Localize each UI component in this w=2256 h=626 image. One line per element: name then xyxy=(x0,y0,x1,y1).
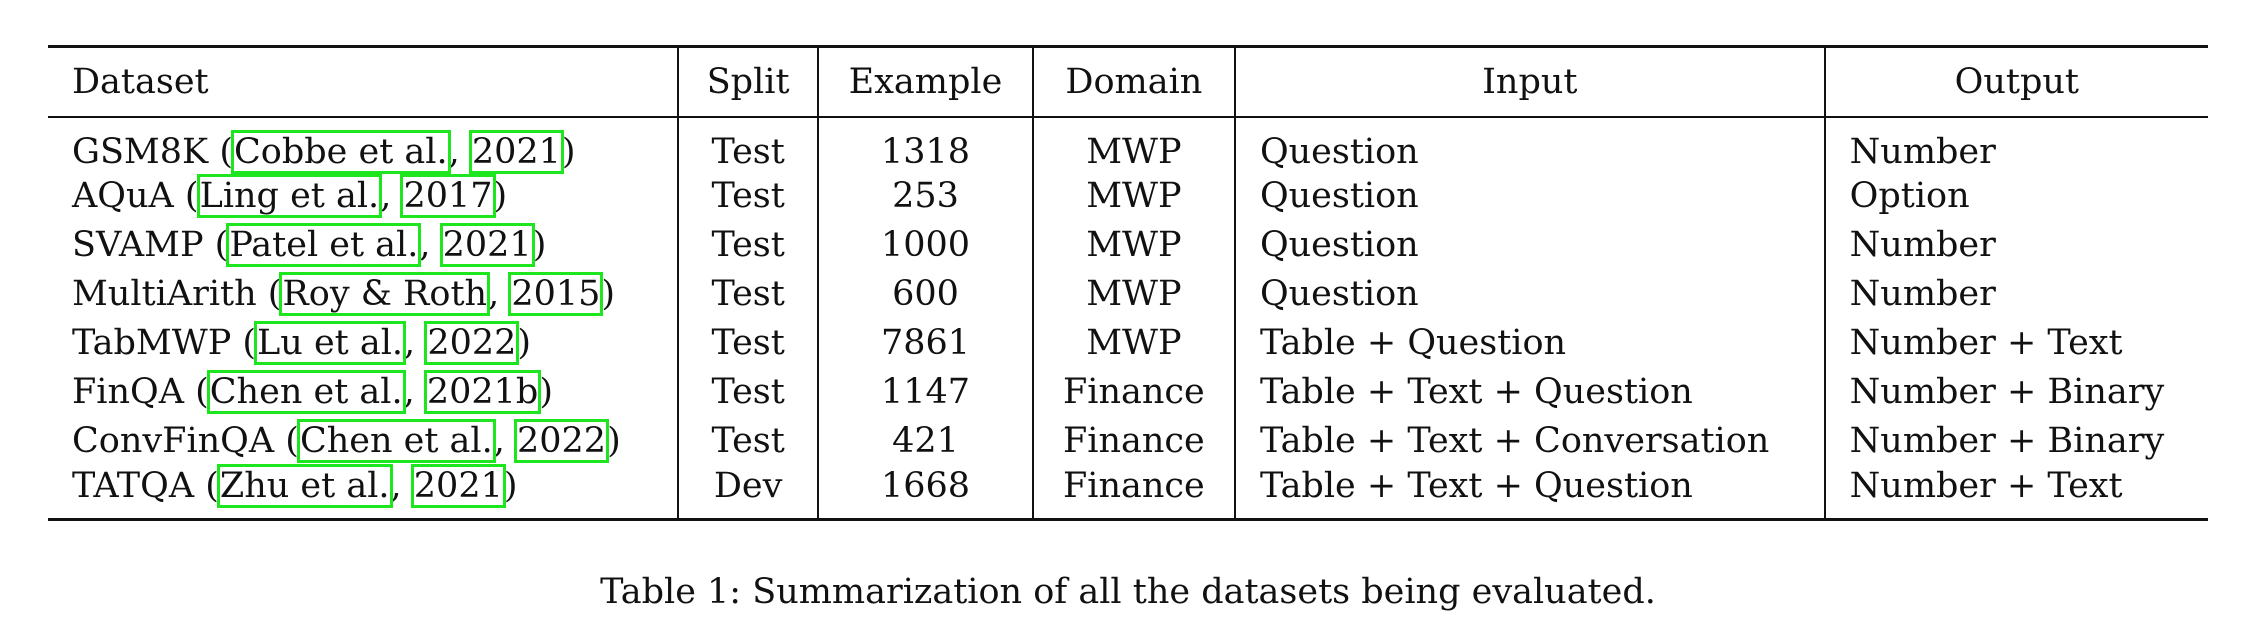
citation-year-link[interactable]: 2021 xyxy=(439,223,535,267)
cell-domain: MWP xyxy=(1031,269,1235,319)
cell-output: Number xyxy=(1823,116,2208,172)
table-row: SVAMP (Patel et al., 2021) Test 1000 MWP Que… xyxy=(48,220,2208,270)
cell-input: Table + Text + Conversation xyxy=(1233,416,1825,466)
cell-example: 253 xyxy=(817,171,1033,221)
cell-split: Test xyxy=(677,269,819,319)
dataset-name: GSM8K xyxy=(72,131,209,172)
header-split: Split xyxy=(677,46,819,117)
cell-split: Test xyxy=(677,220,819,270)
dataset-name: SVAMP xyxy=(72,225,204,265)
citation-year-link[interactable]: 2015 xyxy=(508,272,604,316)
citation-year-link[interactable]: 2021 xyxy=(410,463,506,508)
citation-author-link[interactable]: Zhu et al. xyxy=(216,463,393,508)
citation-year-link[interactable]: 2021b xyxy=(423,370,542,414)
header-example: Example xyxy=(817,46,1033,117)
cell-input: Question xyxy=(1233,171,1825,221)
cell-dataset: SVAMP (Patel et al., 2021) xyxy=(72,223,547,267)
cell-split: Test xyxy=(677,116,819,172)
table-body: GSM8K (Cobbe et al., 2021) Test 1318 MWP Que… xyxy=(48,116,2208,519)
cell-dataset: ConvFinQA (Chen et al., 2022) xyxy=(72,419,621,463)
dataset-name: TabMWP xyxy=(72,323,232,363)
table-row: ConvFinQA (Chen et al., 2022) Test 421 Fina… xyxy=(48,416,2208,466)
cell-split: Dev xyxy=(677,465,819,519)
cell-output: Number xyxy=(1823,220,2208,270)
cell-example: 1147 xyxy=(817,367,1033,417)
citation-year-link[interactable]: 2022 xyxy=(424,321,520,365)
citation-author-link[interactable]: Patel et al. xyxy=(226,223,422,267)
table-row: TabMWP (Lu et al., 2022) Test 7861 MWP Table… xyxy=(48,318,2208,368)
cell-input: Question xyxy=(1233,220,1825,270)
citation-author-link[interactable]: Cobbe et al. xyxy=(230,129,451,174)
citation-year-link[interactable]: 2017 xyxy=(400,174,496,218)
cell-dataset: GSM8K (Cobbe et al., 2021) xyxy=(72,129,576,174)
header-input: Input xyxy=(1233,46,1825,117)
cell-dataset: FinQA (Chen et al., 2021b) xyxy=(72,370,553,414)
cell-domain: MWP xyxy=(1031,116,1235,172)
cell-domain: MWP xyxy=(1031,171,1235,221)
table-header: Dataset Split Example Domain Input Outpu… xyxy=(48,46,2208,117)
cell-split: Test xyxy=(677,171,819,221)
cell-input: Table + Text + Question xyxy=(1233,465,1825,519)
citation-author-link[interactable]: Roy & Roth xyxy=(279,272,491,316)
citation-author-link[interactable]: Chen et al. xyxy=(296,419,496,463)
cell-output: Number + Binary xyxy=(1823,367,2208,417)
cell-input: Table + Question xyxy=(1233,318,1825,368)
cell-output: Number + Binary xyxy=(1823,416,2208,466)
cell-domain: MWP xyxy=(1031,318,1235,368)
citation-year-link[interactable]: 2022 xyxy=(513,419,610,463)
dataset-name: FinQA xyxy=(72,372,184,412)
cell-input: Table + Text + Question xyxy=(1233,367,1825,417)
citation-author-link[interactable]: Chen et al. xyxy=(206,370,406,414)
cell-example: 600 xyxy=(817,269,1033,319)
cell-example: 421 xyxy=(817,416,1033,466)
table-row: AQuA (Ling et al., 2017) Test 253 MWP Questi… xyxy=(48,171,2208,221)
cell-example: 1318 xyxy=(817,116,1033,172)
cell-dataset: MultiArith (Roy & Roth, 2015) xyxy=(72,272,616,316)
table-caption: Table 1: Summarization of all the datase… xyxy=(600,572,1656,612)
cell-dataset: TATQA (Zhu et al., 2021) xyxy=(72,463,518,508)
cell-example: 1000 xyxy=(817,220,1033,270)
dataset-name: TATQA xyxy=(72,465,195,506)
table-row: TATQA (Zhu et al., 2021) Dev 1668 Finance Ta… xyxy=(48,463,2208,519)
cell-example: 7861 xyxy=(817,318,1033,368)
header-output: Output xyxy=(1823,46,2208,117)
table-row: GSM8K (Cobbe et al., 2021) Test 1318 MWP Que… xyxy=(48,116,2208,174)
table-row: FinQA (Chen et al., 2021b) Test 1147 Financ… xyxy=(48,367,2208,417)
cell-output: Option xyxy=(1823,171,2208,221)
cell-dataset: TabMWP (Lu et al., 2022) xyxy=(72,321,532,365)
cell-output: Number xyxy=(1823,269,2208,319)
cell-output: Number + Text xyxy=(1823,465,2208,519)
dataset-name: AQuA xyxy=(72,176,174,216)
cell-dataset: AQuA (Ling et al., 2017) xyxy=(72,174,508,218)
dataset-name: ConvFinQA xyxy=(72,421,275,461)
cell-example: 1668 xyxy=(817,465,1033,519)
cell-domain: Finance xyxy=(1031,416,1235,466)
cell-output: Number + Text xyxy=(1823,318,2208,368)
table-row: MultiArith (Roy & Roth, 2015) Test 600 MWP Q… xyxy=(48,269,2208,319)
cell-domain: Finance xyxy=(1031,367,1235,417)
header-row: Dataset Split Example Domain Input Outpu… xyxy=(48,46,2208,117)
cell-domain: Finance xyxy=(1031,465,1235,519)
dataset-name: MultiArith xyxy=(72,274,257,314)
header-dataset: Dataset xyxy=(72,61,209,102)
citation-year-link[interactable]: 2021 xyxy=(468,129,564,174)
cell-domain: MWP xyxy=(1031,220,1235,270)
citation-author-link[interactable]: Ling et al. xyxy=(196,174,383,218)
cell-split: Test xyxy=(677,318,819,368)
cell-input: Question xyxy=(1233,116,1825,172)
cell-split: Test xyxy=(677,367,819,417)
header-domain: Domain xyxy=(1031,46,1235,117)
datasets-table: Dataset Split Example Domain Input Outpu… xyxy=(48,45,2208,521)
cell-split: Test xyxy=(677,416,819,466)
cell-input: Question xyxy=(1233,269,1825,319)
citation-author-link[interactable]: Lu et al. xyxy=(254,321,407,365)
